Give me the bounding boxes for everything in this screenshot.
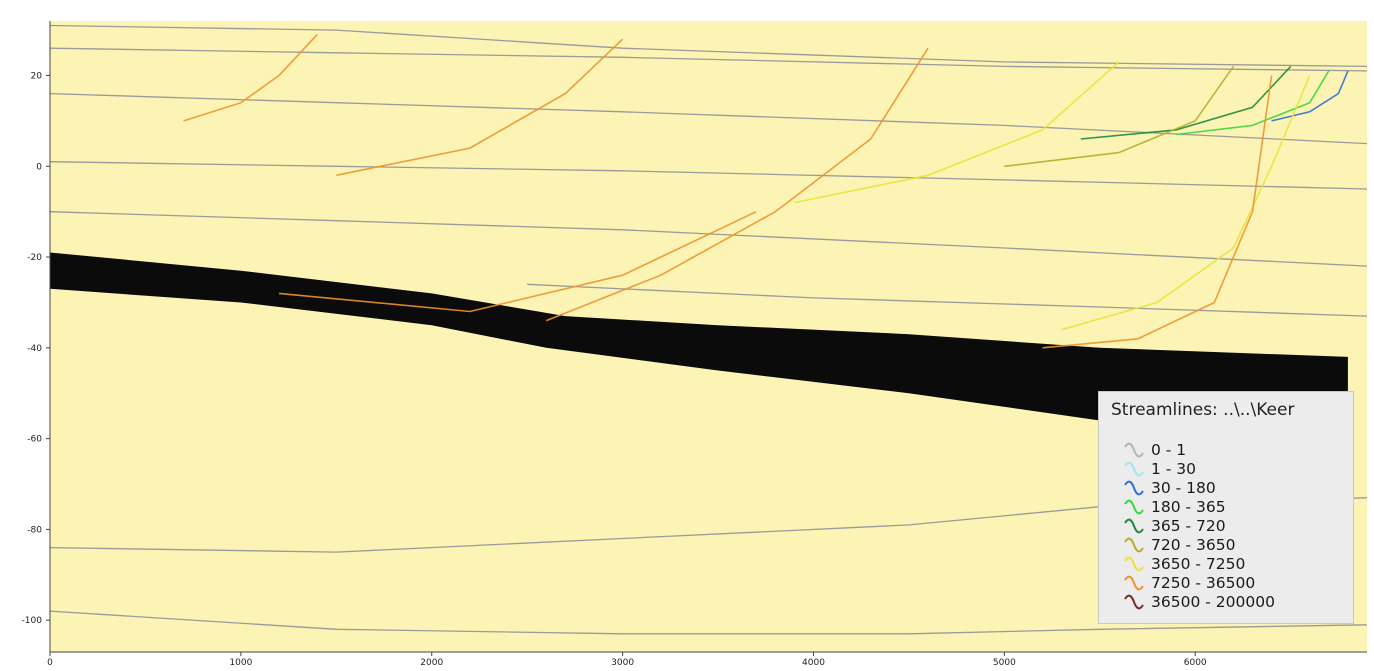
legend-label: 3650 - 7250 <box>1151 555 1245 573</box>
legend-label: 7250 - 36500 <box>1151 574 1255 592</box>
x-tick-label-4: 4000 <box>802 658 825 668</box>
legend-label: 1 - 30 <box>1151 460 1196 478</box>
legend-item: 180 - 365 <box>1123 497 1275 516</box>
legend-swatch-icon <box>1123 460 1145 478</box>
x-tick-label-6: 6000 <box>1184 658 1207 668</box>
legend-item: 0 - 1 <box>1123 440 1275 459</box>
legend-swatch-icon <box>1123 441 1145 459</box>
legend-swatch-icon <box>1123 574 1145 592</box>
legend-item: 3650 - 7250 <box>1123 554 1275 573</box>
legend-item: 7250 - 36500 <box>1123 573 1275 592</box>
legend-item: 30 - 180 <box>1123 478 1275 497</box>
y-tick-label-3: -40 <box>27 344 42 354</box>
legend-swatch-icon <box>1123 479 1145 497</box>
legend-swatch-icon <box>1123 536 1145 554</box>
legend-item: 720 - 3650 <box>1123 535 1275 554</box>
legend-item: 1 - 30 <box>1123 459 1275 478</box>
legend-item: 365 - 720 <box>1123 516 1275 535</box>
legend-swatch-icon <box>1123 555 1145 573</box>
x-tick-label-3: 3000 <box>611 658 634 668</box>
legend-label: 180 - 365 <box>1151 498 1226 516</box>
legend-label: 36500 - 200000 <box>1151 593 1275 611</box>
y-tick-label-1: 0 <box>36 162 42 172</box>
legend-title: Streamlines: ..\..\Keer <box>1111 400 1347 420</box>
x-tick-label-2: 2000 <box>420 658 443 668</box>
y-tick-label-2: -20 <box>27 253 42 263</box>
legend-item: 36500 - 200000 <box>1123 592 1275 611</box>
legend-swatch-icon <box>1123 593 1145 611</box>
legend-swatch-icon <box>1123 517 1145 535</box>
legend-label: 30 - 180 <box>1151 479 1216 497</box>
y-tick-label-0: 20 <box>31 71 43 81</box>
legend-label: 720 - 3650 <box>1151 536 1235 554</box>
x-tick-label-0: 0 <box>47 658 53 668</box>
y-tick-label-6: -100 <box>22 616 43 626</box>
legend-label: 0 - 1 <box>1151 441 1186 459</box>
legend-label: 365 - 720 <box>1151 517 1226 535</box>
y-tick-label-4: -60 <box>27 435 42 445</box>
x-tick-label-5: 5000 <box>993 658 1016 668</box>
legend-swatch-icon <box>1123 498 1145 516</box>
y-tick-label-5: -80 <box>27 525 42 535</box>
x-tick-label-1: 1000 <box>229 658 252 668</box>
